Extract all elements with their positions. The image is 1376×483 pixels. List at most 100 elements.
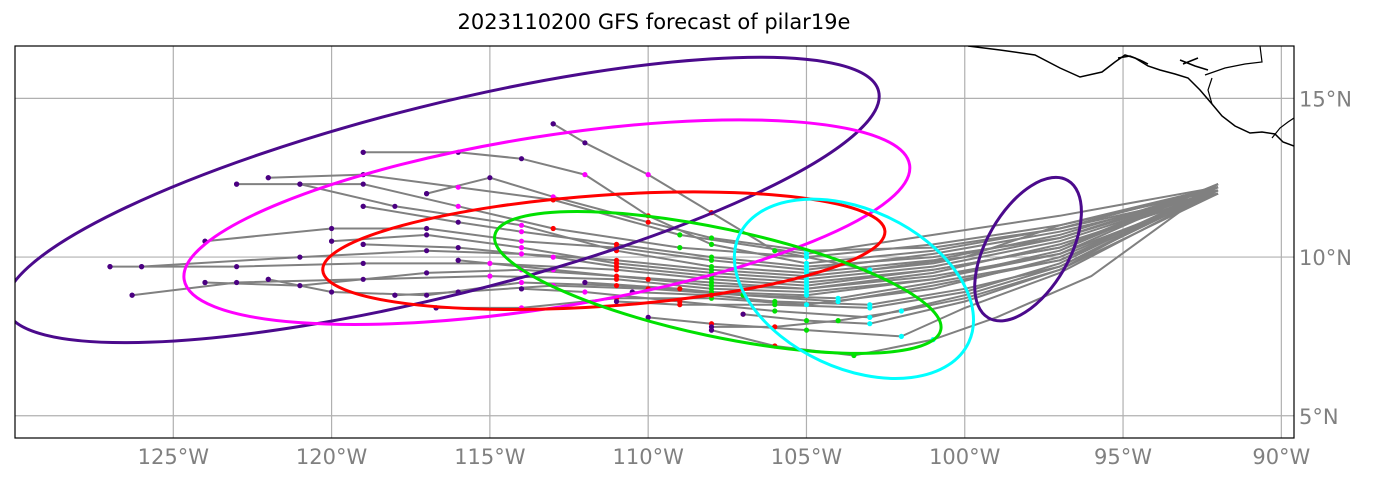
track-point bbox=[803, 279, 810, 286]
track-end-point bbox=[360, 203, 366, 209]
track-point bbox=[518, 229, 525, 235]
track-end-point bbox=[202, 279, 208, 286]
track-point bbox=[424, 292, 430, 298]
track-point bbox=[835, 295, 841, 301]
track-point bbox=[424, 248, 430, 254]
track-point bbox=[297, 283, 303, 289]
track-end-point bbox=[518, 286, 525, 292]
track-point bbox=[613, 273, 620, 279]
map-frame bbox=[14, 45, 1295, 439]
track-point bbox=[708, 254, 715, 260]
track-point bbox=[518, 245, 525, 251]
track-point bbox=[455, 203, 461, 209]
track-point bbox=[424, 270, 430, 276]
lon-tick-label: 110°W bbox=[612, 445, 684, 469]
uncertainty-ellipse bbox=[321, 190, 887, 312]
lon-tick-label: 120°W bbox=[296, 445, 368, 469]
track-point bbox=[677, 286, 683, 292]
forecast-track bbox=[204, 192, 1219, 271]
track-end-point bbox=[708, 324, 715, 330]
uncertainty-ellipse bbox=[182, 118, 912, 326]
track-point bbox=[677, 302, 683, 308]
track-point bbox=[424, 225, 430, 232]
coastline-inlet bbox=[1117, 55, 1209, 71]
track-end-point bbox=[360, 149, 366, 155]
track-point bbox=[708, 283, 715, 289]
track-end-point bbox=[740, 311, 746, 317]
lat-tick-label: 5°N bbox=[1299, 405, 1339, 429]
track-point bbox=[645, 276, 651, 282]
track-point bbox=[867, 321, 873, 327]
uncertainty-ellipse bbox=[973, 175, 1083, 323]
uncertainty-ellipse bbox=[732, 197, 976, 380]
track-point bbox=[329, 225, 335, 232]
track-point bbox=[803, 286, 810, 292]
track-point bbox=[708, 264, 715, 270]
track-point bbox=[803, 318, 810, 324]
forecast-track bbox=[521, 186, 1219, 319]
lon-tick-label: 95°W bbox=[1094, 445, 1152, 469]
track-point bbox=[518, 251, 525, 257]
track-end-point bbox=[265, 276, 271, 282]
track-point bbox=[234, 279, 240, 286]
coastline-east bbox=[1271, 117, 1294, 139]
lat-tick-label: 10°N bbox=[1299, 246, 1352, 270]
track-point bbox=[898, 308, 905, 314]
map-title: 2023110200 GFS forecast of pilar19e bbox=[457, 10, 851, 34]
track-point bbox=[772, 308, 778, 314]
uncertainty-ellipse bbox=[15, 55, 881, 345]
track-point bbox=[455, 219, 461, 225]
track-point bbox=[803, 327, 810, 333]
track-end-point bbox=[329, 238, 335, 244]
track-point bbox=[803, 254, 810, 260]
track-point bbox=[835, 318, 841, 324]
track-point bbox=[329, 289, 335, 295]
lon-tick-label: 105°W bbox=[771, 445, 843, 469]
forecast-track bbox=[141, 186, 1219, 278]
uncertainty-ellipses bbox=[15, 55, 1083, 380]
track-end-point bbox=[234, 181, 240, 187]
track-point bbox=[455, 245, 461, 251]
track-point bbox=[803, 264, 810, 270]
track-end-point bbox=[582, 279, 588, 286]
track-end-point bbox=[360, 241, 366, 247]
coastline bbox=[967, 46, 1294, 147]
track-end-point bbox=[129, 292, 135, 298]
border-line bbox=[1204, 46, 1263, 105]
track-point bbox=[708, 241, 715, 247]
track-end-point bbox=[645, 314, 651, 320]
track-point bbox=[582, 140, 588, 146]
track-point bbox=[518, 279, 525, 286]
track-end-point bbox=[550, 121, 556, 127]
track-point bbox=[772, 248, 778, 254]
track-point bbox=[518, 156, 525, 162]
track-end-point bbox=[265, 175, 271, 181]
track-point bbox=[360, 181, 366, 187]
lon-tick-label: 125°W bbox=[138, 445, 210, 469]
track-point bbox=[582, 289, 588, 295]
track-point bbox=[455, 184, 461, 190]
track-point bbox=[613, 241, 620, 247]
track-point bbox=[518, 238, 525, 244]
track-point bbox=[487, 273, 493, 279]
track-end-point bbox=[424, 191, 430, 197]
track-point bbox=[487, 260, 493, 266]
forecast-track bbox=[131, 183, 1219, 297]
track-point bbox=[867, 314, 873, 320]
lon-tick-label: 100°W bbox=[929, 445, 1001, 469]
track-end-point bbox=[139, 264, 145, 270]
track-point bbox=[550, 254, 556, 260]
track-point bbox=[645, 219, 651, 225]
lat-tick-label: 15°N bbox=[1299, 87, 1352, 111]
track-point bbox=[582, 172, 588, 178]
track-end-point bbox=[455, 257, 461, 263]
track-point bbox=[803, 302, 810, 308]
track-point bbox=[613, 264, 620, 270]
forecast-track bbox=[742, 192, 1219, 325]
track-point bbox=[772, 298, 778, 305]
track-end-point bbox=[392, 292, 398, 298]
uncertainty-ellipse bbox=[493, 210, 943, 355]
track-point bbox=[518, 222, 525, 228]
track-point bbox=[297, 254, 303, 260]
